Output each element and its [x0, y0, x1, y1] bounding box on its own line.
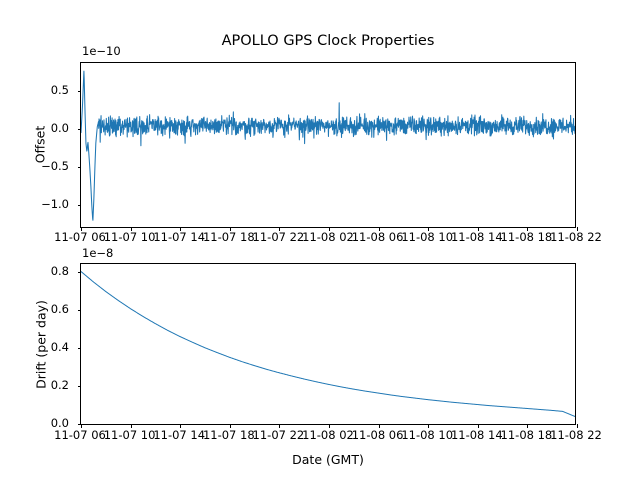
drift-x-tick-mark — [81, 424, 82, 428]
offset-data-path — [81, 71, 575, 220]
drift-y-tick-mark — [77, 347, 81, 349]
offset-plot-axes — [77, 62, 578, 231]
drift-x-tick-mark — [329, 424, 330, 428]
offset-y-tick-mark — [77, 128, 81, 130]
drift-y-tick-label: 0.8 — [50, 263, 69, 278]
offset-x-tick-mark — [279, 227, 281, 231]
offset-x-tick-mark — [81, 227, 82, 231]
drift-y-tick-mark — [77, 309, 81, 311]
drift-plot-axes — [77, 263, 578, 428]
offset-x-tick-label: 11-08 10 — [401, 230, 454, 244]
drift-y-tick-mark — [77, 271, 81, 273]
drift-x-tick-label: 11-07 06 — [54, 428, 106, 442]
drift-y-tick-label: 0.2 — [50, 377, 69, 392]
offset-y-tick-mark — [77, 166, 81, 168]
offset-series-line — [81, 63, 575, 227]
drift-x-tick-labels: 11-07 06 11-07 10 11-07 14 11-07 18 11-07 22… — [54, 428, 602, 442]
chart-title: APOLLO GPS Clock Properties — [221, 33, 435, 49]
drift-series-line — [81, 264, 575, 424]
x-axis-label: Date (GMT) — [292, 452, 364, 467]
drift-x-tick-mark — [577, 424, 578, 428]
offset-x-tick-mark — [180, 227, 182, 231]
drift-x-tick-label: 11-07 10 — [103, 428, 156, 442]
drift-x-tick-label: 11-07 18 — [202, 428, 255, 442]
offset-y-tick-label: 0.5 — [50, 83, 69, 98]
drift-y-tick-mark — [77, 385, 81, 387]
drift-x-tick-label: 11-08 02 — [302, 428, 354, 442]
offset-x-tick-label: 11-07 10 — [103, 230, 156, 244]
offset-x-tick-mark — [577, 227, 578, 231]
drift-x-tick-label: 11-08 06 — [351, 428, 404, 442]
drift-data-path — [81, 272, 575, 417]
offset-x-tick-labels: 11-07 06 11-07 10 11-07 14 11-07 18 11-07 22… — [54, 230, 602, 244]
drift-x-tick-label: 11-08 18 — [500, 428, 553, 442]
drift-x-tick-mark — [378, 424, 380, 428]
drift-x-tick-mark — [527, 424, 529, 428]
offset-x-tick-label: 11-08 02 — [302, 230, 354, 244]
offset-y-tick-mark — [77, 91, 81, 93]
offset-x-tick-label: 11-08 18 — [500, 230, 553, 244]
offset-x-tick-label: 11-07 14 — [153, 230, 206, 244]
drift-x-tick-mark — [279, 424, 281, 428]
offset-x-tick-label: 11-07 18 — [202, 230, 255, 244]
drift-axis-multiplier-label: 1e−8 — [82, 246, 114, 260]
drift-x-tick-mark — [130, 424, 132, 428]
offset-x-tick-label: 11-07 06 — [54, 230, 106, 244]
offset-x-tick-mark — [477, 227, 479, 231]
drift-x-tick-label: 11-08 14 — [450, 428, 503, 442]
drift-x-tick-label: 11-08 22 — [550, 428, 602, 442]
drift-x-tick-label: 11-07 14 — [153, 428, 206, 442]
offset-x-tick-mark — [130, 227, 132, 231]
drift-x-tick-mark — [477, 424, 479, 428]
offset-y-tick-label: −1.0 — [41, 196, 69, 211]
offset-y-tick-mark — [77, 204, 81, 206]
offset-x-tick-mark — [378, 227, 380, 231]
offset-x-tick-label: 11-07 22 — [252, 230, 305, 244]
drift-x-tick-label: 11-07 22 — [252, 428, 305, 442]
offset-x-tick-mark — [527, 227, 529, 231]
drift-y-tick-mark — [77, 424, 81, 426]
offset-x-tick-label: 11-08 22 — [550, 230, 602, 244]
drift-x-tick-mark — [180, 424, 182, 428]
offset-x-tick-label: 11-08 14 — [450, 230, 503, 244]
offset-axis-multiplier-label: 1e−10 — [82, 44, 121, 58]
offset-x-tick-mark — [229, 227, 231, 231]
offset-x-tick-mark — [329, 227, 330, 231]
drift-x-tick-mark — [428, 424, 430, 428]
offset-y-tick-label: 0.0 — [50, 120, 69, 135]
offset-y-tick-label: −0.5 — [41, 158, 69, 173]
drift-x-tick-mark — [229, 424, 231, 428]
drift-y-tick-label: 0.0 — [50, 416, 69, 431]
drift-x-tick-label: 11-08 10 — [401, 428, 454, 442]
offset-x-tick-mark — [428, 227, 430, 231]
offset-y-tick-labels: 0.5 0.0 −0.5 −1.0 — [0, 62, 74, 228]
drift-y-tick-label: 0.4 — [50, 339, 69, 354]
offset-x-tick-label: 11-08 06 — [351, 230, 404, 244]
drift-y-axis-label: Drift (per day) — [33, 300, 49, 389]
drift-y-tick-label: 0.6 — [50, 301, 69, 316]
drift-y-tick-labels: 0.8 0.6 0.4 0.2 0.0 — [0, 263, 74, 430]
offset-y-axis-label: Offset — [32, 125, 48, 164]
